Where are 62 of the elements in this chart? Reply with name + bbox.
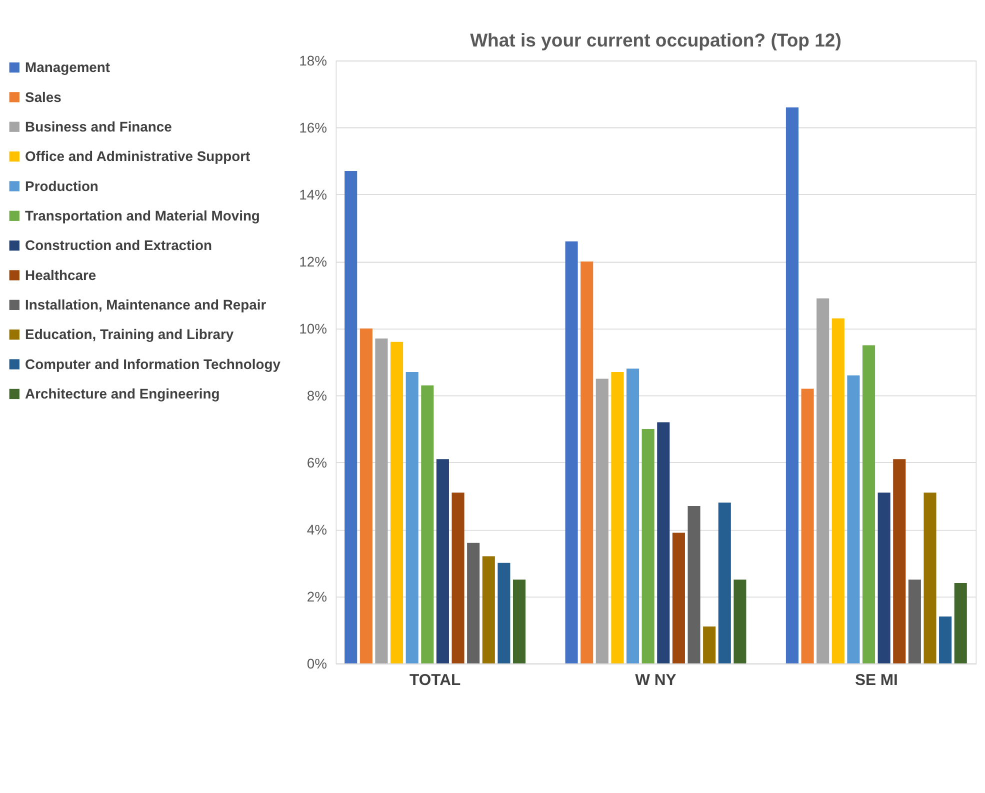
bar [390,342,404,664]
bar [360,328,372,664]
y-tick-label: 2% [306,588,327,605]
bar [816,298,830,664]
legend-label: Management [25,59,110,76]
bar [718,502,731,664]
bar [924,492,936,664]
x-tick-label: TOTAL [410,672,461,690]
bar [801,388,814,664]
y-tick-label: 18% [299,52,327,69]
bar [657,422,670,664]
bar [908,580,921,664]
bar [847,375,860,664]
bar [512,580,526,664]
bar [893,459,906,664]
bar [406,372,418,664]
bar [688,506,700,664]
y-tick-label: 6% [306,454,327,471]
y-tick-label: 16% [299,120,327,136]
y-tick-label: 4% [306,522,327,538]
bar [862,345,876,664]
bar [954,583,967,664]
legend-label: Sales [25,88,62,105]
bar [467,542,480,664]
bar [786,107,798,664]
chart-title: What is your current occupation? (Top 12) [470,30,842,51]
legend-label: Transportation and Material Moving [25,208,260,224]
legend-label: Construction and Extraction [25,237,212,254]
x-tick-label: SE MI [854,672,898,690]
legend-label: Office and Administrative Support [25,148,251,164]
bar [452,492,464,664]
y-tick-label: 8% [306,388,327,404]
legend-label: Computer and Information Technology [25,356,281,372]
bar [375,338,388,664]
legend-label: Architecture and Engineering [25,386,220,402]
y-tick-label: 0% [306,656,327,672]
bar [436,459,449,664]
bar [580,261,594,664]
bar [565,241,578,664]
legend-label: Healthcare [25,266,96,283]
bar [878,492,890,664]
bar [611,372,624,664]
bar [482,556,495,664]
bar [642,428,654,664]
legend-label: Education, Training and Library [25,326,234,342]
legend-label: Production [25,178,98,194]
legend-label: Installation, Maintenance and Repair [25,296,267,313]
bar [596,378,608,664]
bar [344,171,358,664]
bar [672,532,685,664]
y-tick-label: 10% [299,320,327,337]
bar [498,562,510,664]
bar [421,385,434,664]
bar [626,368,640,664]
bar [939,616,952,664]
x-tick-label: W NY [635,672,677,690]
bar [703,626,716,664]
y-tick-label: 12% [299,254,327,270]
legend-label: Business and Finance [25,118,172,134]
bar [734,580,746,664]
bar [832,318,844,664]
y-tick-label: 14% [299,186,327,203]
